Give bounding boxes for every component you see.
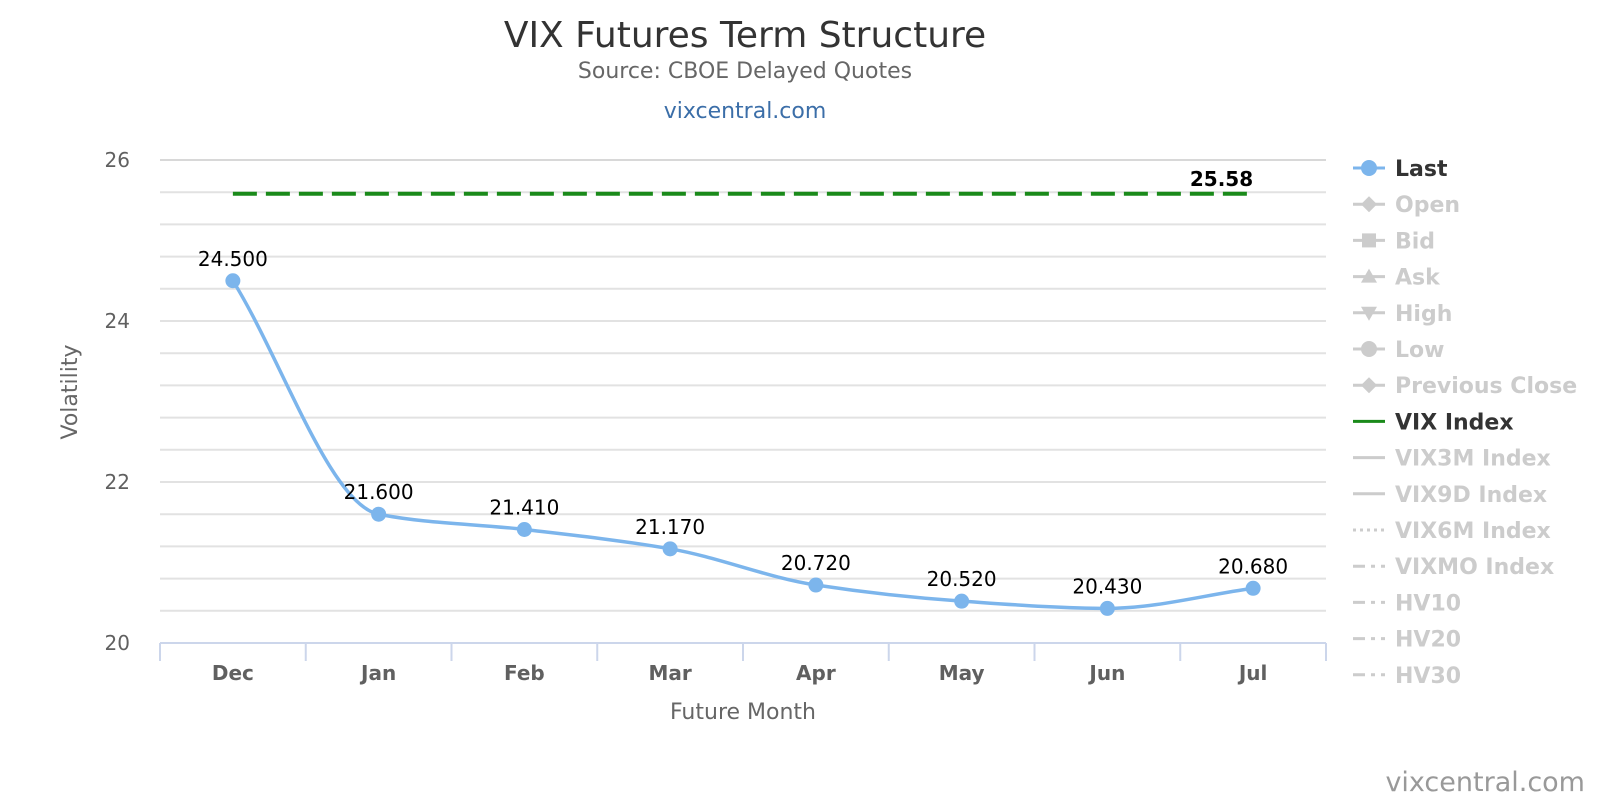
legend-label: HV10 [1395,591,1461,616]
legend-circle-marker [1361,341,1377,357]
series-line-last [231,279,1254,611]
data-point-last[interactable] [371,506,387,522]
gridlines [160,159,1326,644]
subtitle-link[interactable]: vixcentral.com [664,99,827,124]
legend-item[interactable]: HV10 [1353,591,1461,616]
legend-item[interactable]: VIXMO Index [1353,555,1554,580]
data-point-last[interactable] [225,273,241,289]
legend-label: Last [1395,157,1448,182]
legend-square-marker [1362,233,1376,248]
legend-label: VIX3M Index [1395,447,1551,472]
x-axis-title: Future Month [670,700,816,725]
data-label-last: 21.170 [635,515,705,539]
x-tick-label: Dec [212,661,254,685]
data-point-last[interactable] [1099,600,1115,616]
y-tick-label: 22 [105,470,130,494]
chart-title: VIX Futures Term Structure [504,15,986,56]
data-label-last: 20.720 [781,551,851,575]
y-axis-title: Volatility [58,344,83,439]
data-labels: 25.58 24.500 21.600 21.410 21.170 20.720 20.52… [198,167,1288,599]
legend-diamond-marker [1361,377,1377,394]
legend-label: Low [1395,338,1444,363]
legend-label: HV30 [1395,664,1461,689]
series-layer [225,191,1261,616]
legend-item[interactable]: VIX3M Index [1353,447,1551,472]
data-point-last[interactable] [954,593,970,609]
legend-item[interactable]: Ask [1353,266,1441,291]
legend-label: Previous Close [1395,374,1577,399]
data-label-last: 24.500 [198,247,268,271]
legend-item[interactable]: HV20 [1353,628,1461,653]
legend-label: Ask [1395,266,1441,291]
x-tick-label: Mar [648,661,691,685]
legend-triangle-marker [1361,268,1377,283]
legend-label: HV20 [1395,628,1461,653]
x-tick-label: Jun [1087,661,1125,685]
x-tick-label: Feb [504,661,545,685]
x-axis: Dec Jan Feb Mar Apr May Jun Jul [159,642,1327,685]
y-tick-label: 24 [105,309,130,333]
legend-item[interactable]: Open [1353,193,1460,218]
legend-label: VIX9D Index [1395,483,1547,508]
data-point-last[interactable] [1245,580,1261,596]
legend-label: VIX6M Index [1395,519,1551,544]
legend-label: High [1395,302,1452,327]
y-axis-ticks: 20 22 24 26 [105,148,130,655]
data-point-last[interactable] [662,541,678,557]
legend-item[interactable]: VIX9D Index [1353,483,1547,508]
data-point-last[interactable] [516,521,532,537]
data-label-last: 21.410 [489,495,559,519]
legend-label: Bid [1395,229,1435,254]
legend-item[interactable]: Bid [1353,229,1435,254]
y-tick-label: 26 [105,148,130,172]
legend-item[interactable]: VIX Index [1353,410,1514,435]
x-tick-label: May [939,661,985,685]
legend-label: VIXMO Index [1395,555,1554,580]
legend-item[interactable]: Low [1353,338,1444,363]
legend-circle-marker [1361,160,1377,176]
y-tick-label: 20 [105,631,130,655]
legend-item[interactable]: Last [1353,157,1448,182]
vix-index-value-label: 25.58 [1190,167,1253,191]
legend-triangle-down-marker [1361,306,1377,321]
chart-subtitle: Source: CBOE Delayed Quotes [578,59,912,84]
x-tick-label: Jan [359,661,396,685]
data-label-last: 21.600 [344,480,414,504]
legend-item[interactable]: High [1353,302,1452,327]
legend-label: VIX Index [1395,410,1514,435]
legend-item[interactable]: HV30 [1353,664,1461,689]
x-tick-label: Apr [796,661,836,685]
data-label-last: 20.520 [927,567,997,591]
data-point-last[interactable] [808,577,824,593]
data-label-last: 20.430 [1072,574,1142,598]
legend-item[interactable]: VIX6M Index [1353,519,1551,544]
legend: Last Open Bid Ask High Low Previous Close VIX I… [1353,157,1577,689]
legend-label: Open [1395,193,1460,218]
legend-diamond-marker [1361,196,1377,213]
data-label-last: 20.680 [1218,554,1288,578]
x-tick-label: Jul [1237,661,1268,685]
legend-item[interactable]: Previous Close [1353,374,1577,399]
credit-link[interactable]: vixcentral.com [1385,767,1585,798]
